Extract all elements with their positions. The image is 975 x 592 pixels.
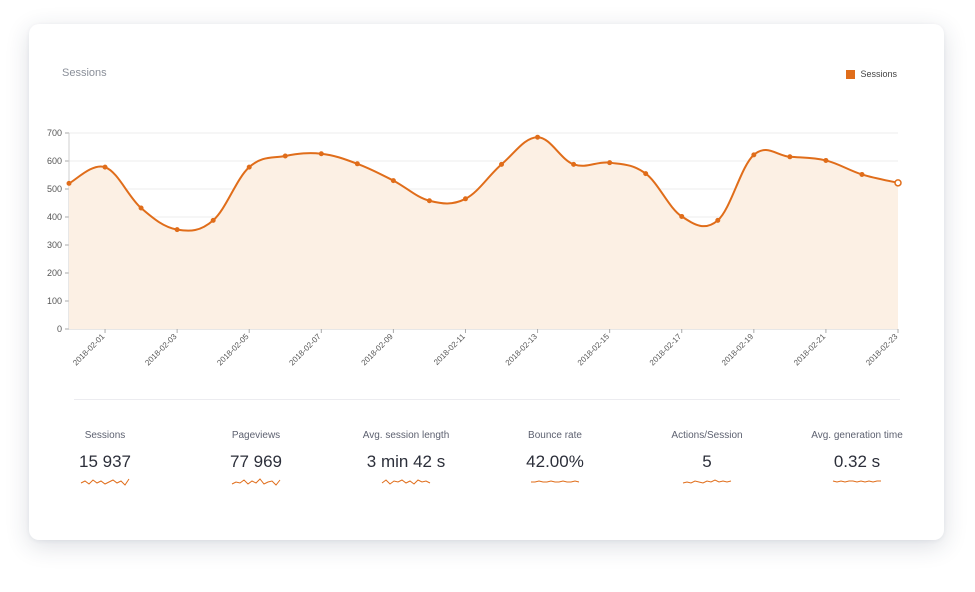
kpi-avg-generation-time: Avg. generation time 0.32 s: [782, 429, 932, 488]
x-tick-label: 2018-02-21: [792, 332, 828, 368]
kpi-label: Actions/Session: [632, 429, 782, 443]
kpi-label: Pageviews: [181, 429, 331, 443]
kpi-row: Sessions 15 937 Pageviews 77 969 Avg. sessio…: [29, 429, 944, 509]
data-point: [211, 218, 215, 222]
y-tick-label: 500: [47, 184, 62, 194]
y-tick-label: 400: [47, 212, 62, 222]
data-point: [536, 135, 540, 139]
data-point: [500, 162, 504, 166]
data-point: [319, 152, 323, 156]
y-tick-label: 0: [57, 324, 62, 334]
x-tick-label: 2018-02-03: [143, 332, 179, 368]
dashboard-card: Sessions Sessions 0 100 200 300 400 500 600 700…: [29, 24, 944, 540]
y-tick-label: 600: [47, 156, 62, 166]
data-point: [895, 180, 901, 186]
x-tick-label: 2018-02-23: [864, 332, 900, 368]
kpi-label: Sessions: [30, 429, 180, 443]
x-tick-label: 2018-02-01: [71, 332, 107, 368]
sparkline: [682, 476, 732, 488]
sparkline-path: [382, 480, 430, 484]
sparkline-path: [833, 481, 881, 482]
data-point: [644, 172, 648, 176]
data-point: [680, 214, 684, 218]
x-tick-label: 2018-02-19: [720, 332, 756, 368]
kpi-actions-session: Actions/Session 5: [632, 429, 782, 488]
sparkline: [530, 476, 580, 488]
x-tick-label: 2018-02-09: [360, 332, 396, 368]
data-point: [788, 155, 792, 159]
x-tick-label: 2018-02-13: [504, 332, 540, 368]
data-point: [463, 197, 467, 201]
y-tick-label: 700: [47, 128, 62, 138]
sparkline: [231, 476, 281, 488]
x-tick-label: 2018-02-07: [287, 332, 323, 368]
kpi-value: 42.00%: [480, 452, 630, 472]
kpi-value: 3 min 42 s: [331, 452, 481, 472]
kpi-label: Bounce rate: [480, 429, 630, 443]
data-point: [608, 161, 612, 165]
kpi-value: 0.32 s: [782, 452, 932, 472]
data-point: [175, 228, 179, 232]
data-point: [67, 181, 71, 185]
data-point: [283, 154, 287, 158]
y-tick-label: 100: [47, 296, 62, 306]
kpi-avg-session-length: Avg. session length 3 min 42 s: [331, 429, 481, 488]
kpi-value: 77 969: [181, 452, 331, 472]
sparkline: [381, 476, 431, 488]
x-tick-label: 2018-02-11: [432, 332, 467, 367]
sparkline: [832, 476, 882, 488]
kpi-bounce-rate: Bounce rate 42.00%: [480, 429, 630, 488]
data-point: [103, 165, 107, 169]
series-area: [69, 137, 898, 329]
kpi-label: Avg. session length: [331, 429, 481, 443]
sparkline: [80, 476, 130, 488]
data-point: [572, 162, 576, 166]
data-point: [860, 172, 864, 176]
kpi-pageviews: Pageviews 77 969: [181, 429, 331, 488]
sparkline-path: [232, 479, 280, 485]
data-point: [355, 162, 359, 166]
kpi-sessions: Sessions 15 937: [30, 429, 180, 488]
data-point: [716, 218, 720, 222]
sparkline-path: [683, 480, 731, 483]
data-point: [427, 199, 431, 203]
x-tick-label: 2018-02-05: [215, 332, 251, 368]
kpi-value: 15 937: [30, 452, 180, 472]
x-tick-label: 2018-02-17: [648, 332, 684, 368]
data-point: [752, 153, 756, 157]
y-tick-label: 200: [47, 268, 62, 278]
data-point: [391, 179, 395, 183]
x-tick-label: 2018-02-15: [576, 332, 612, 368]
kpi-value: 5: [632, 452, 782, 472]
sparkline-path: [531, 481, 579, 482]
divider: [74, 399, 900, 400]
y-tick-label: 300: [47, 240, 62, 250]
data-point: [247, 165, 251, 169]
kpi-label: Avg. generation time: [782, 429, 932, 443]
sparkline-path: [81, 479, 129, 485]
data-point: [824, 158, 828, 162]
data-point: [139, 206, 143, 210]
sessions-area-chart: 0 100 200 300 400 500 600 700 2018-02-01 2018-02-…: [29, 24, 944, 394]
